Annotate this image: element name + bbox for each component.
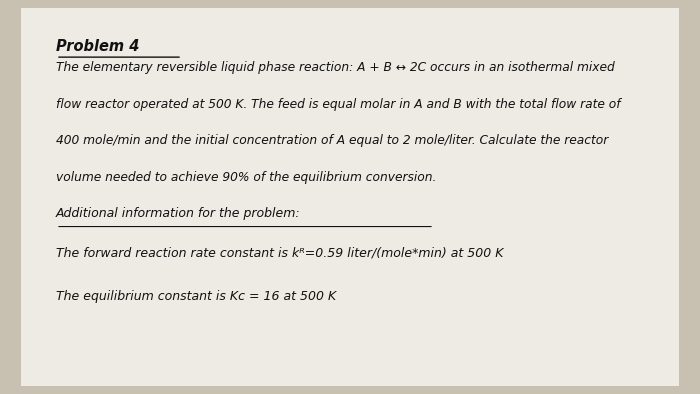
Text: Problem 4: Problem 4	[56, 39, 139, 54]
Text: The elementary reversible liquid phase reaction: A + B ↔ 2C occurs in an isother: The elementary reversible liquid phase r…	[56, 61, 615, 74]
Text: 400 mole/min and the initial concentration of A equal to 2 mole/liter. Calculate: 400 mole/min and the initial concentrati…	[56, 134, 608, 147]
Text: The forward reaction rate constant is kᴿ=0.59 liter/(mole*min) at 500 K: The forward reaction rate constant is kᴿ…	[56, 246, 503, 259]
FancyBboxPatch shape	[21, 8, 679, 386]
Text: The equilibrium constant is Kᴄ = 16 at 500 K: The equilibrium constant is Kᴄ = 16 at 5…	[56, 290, 336, 303]
Text: flow reactor operated at 500 K. The feed is equal molar in A and B with the tota: flow reactor operated at 500 K. The feed…	[56, 98, 621, 111]
Text: volume needed to achieve 90% of the equilibrium conversion.: volume needed to achieve 90% of the equi…	[56, 171, 436, 184]
Text: Additional information for the problem:: Additional information for the problem:	[56, 207, 300, 220]
